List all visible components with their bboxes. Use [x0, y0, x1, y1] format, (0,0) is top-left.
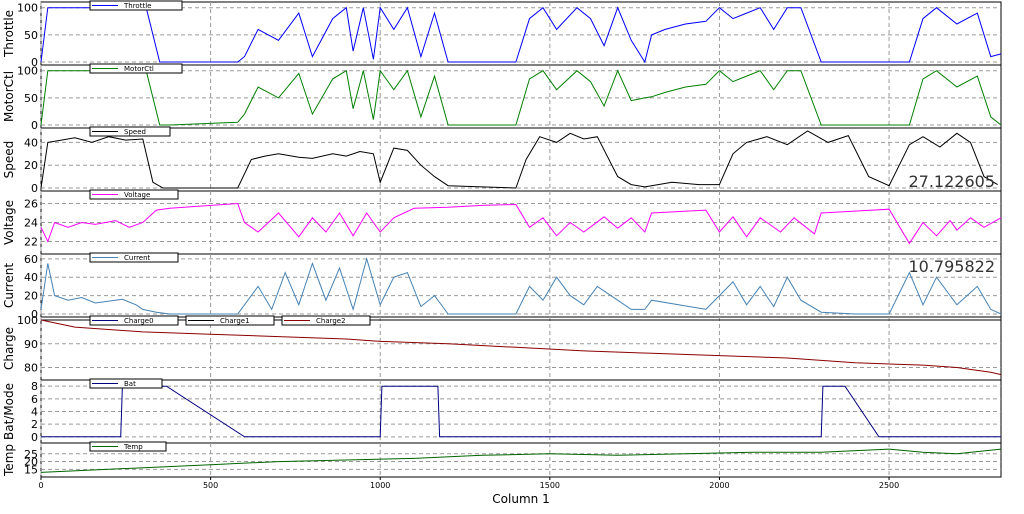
y-tick-label: 20 — [24, 290, 38, 303]
x-axis-label: Column 1 — [492, 492, 549, 506]
series-line-current — [40, 256, 1002, 315]
y-tick-label: 15 — [24, 463, 38, 476]
legend-box — [185, 315, 275, 326]
value-readout: 27.122605 — [908, 172, 995, 191]
y-tick-label: 50 — [24, 92, 38, 105]
series-line-voltage — [40, 202, 1002, 245]
legend-label: Speed — [124, 128, 146, 136]
legend-box — [281, 315, 371, 326]
y-tick-label: 20 — [24, 456, 38, 469]
y-tick-label: 0 — [31, 119, 38, 132]
y-tick-label: 4 — [31, 406, 38, 419]
legend-box — [89, 0, 183, 11]
y-axis-label: Speed — [2, 141, 16, 179]
x-tick-label: 2000 — [709, 481, 729, 490]
y-axis-label: Current — [2, 263, 16, 308]
legend-box — [89, 252, 179, 263]
x-tick-label: 1500 — [540, 481, 560, 490]
y-tick-label: 22 — [24, 236, 38, 249]
value-readout: 10.795822 — [908, 257, 995, 276]
panel-3: 0 20 40 Speed Speed 27.122605 — [2, 126, 1002, 195]
y-tick-label: 100 — [17, 314, 38, 327]
y-tick-label: 100 — [17, 65, 38, 78]
y-tick-label: 0 — [31, 182, 38, 195]
series-line-temp — [40, 448, 1002, 473]
y-axis-label: Throttle — [2, 10, 16, 58]
y-tick-label: 40 — [24, 271, 38, 284]
series-line-motorctl — [40, 69, 1002, 126]
y-axis-label: Bat/Mode — [2, 383, 16, 440]
legend-label: Bat — [124, 380, 136, 388]
y-axis-label: Voltage — [2, 200, 16, 245]
x-tick-label: 1000 — [370, 481, 390, 490]
x-tick-label: 2500 — [879, 481, 899, 490]
legend-label: Current — [124, 254, 151, 262]
y-axis-label: Charge — [2, 327, 16, 370]
y-tick-label: 2 — [31, 418, 38, 431]
panel-4: 22 24 26 Voltage Voltage — [2, 189, 1002, 255]
panel-frame — [40, 253, 1002, 318]
x-tick-label: 500 — [203, 481, 218, 490]
y-tick-label: 0 — [31, 56, 38, 69]
y-tick-label: 0 — [31, 431, 38, 444]
y-tick-label: 0 — [31, 308, 38, 321]
x-tick-label: 0 — [38, 481, 43, 490]
legend-box — [89, 441, 167, 452]
legend-box — [89, 315, 179, 326]
legend-label: MotorCtl — [124, 65, 154, 73]
series-line-speed — [40, 130, 998, 189]
panel-frame — [40, 64, 1002, 129]
panel-frame — [40, 316, 1002, 381]
y-axis-label: MotorCtl — [2, 71, 16, 122]
legend-label: Charge0 — [124, 317, 154, 325]
panel-frame — [40, 127, 1002, 192]
panel-frame — [40, 1, 1002, 66]
y-tick-label: 24 — [24, 217, 38, 230]
legend-box — [89, 189, 179, 200]
y-tick-label: 26 — [24, 198, 38, 211]
y-axis-label: Temp — [2, 444, 16, 477]
legend-box — [89, 378, 163, 389]
legend-label: Charge1 — [220, 317, 250, 325]
legend-box — [89, 126, 171, 137]
series-line-charge2 — [40, 319, 1002, 376]
y-tick-label: 8 — [31, 380, 38, 393]
legend-label: Throttle — [123, 2, 151, 10]
legend-box — [89, 63, 183, 74]
series-line-throttle — [40, 6, 1002, 64]
y-tick-label: 50 — [24, 29, 38, 42]
panel-frame — [40, 442, 1002, 478]
legend-label: Charge2 — [316, 317, 346, 325]
y-tick-label: 90 — [24, 338, 38, 351]
y-tick-label: 100 — [17, 2, 38, 15]
y-tick-label: 40 — [24, 136, 38, 149]
legend-label: Voltage — [124, 191, 150, 199]
y-tick-label: 60 — [24, 253, 38, 266]
y-tick-label: 25 — [24, 448, 38, 461]
y-tick-label: 80 — [24, 362, 38, 375]
panel-5: 0 20 40 60 Current Current 10.795822 — [2, 252, 1002, 321]
y-tick-label: 6 — [31, 393, 38, 406]
legend-label: Temp — [123, 443, 143, 451]
y-tick-label: 20 — [24, 159, 38, 172]
